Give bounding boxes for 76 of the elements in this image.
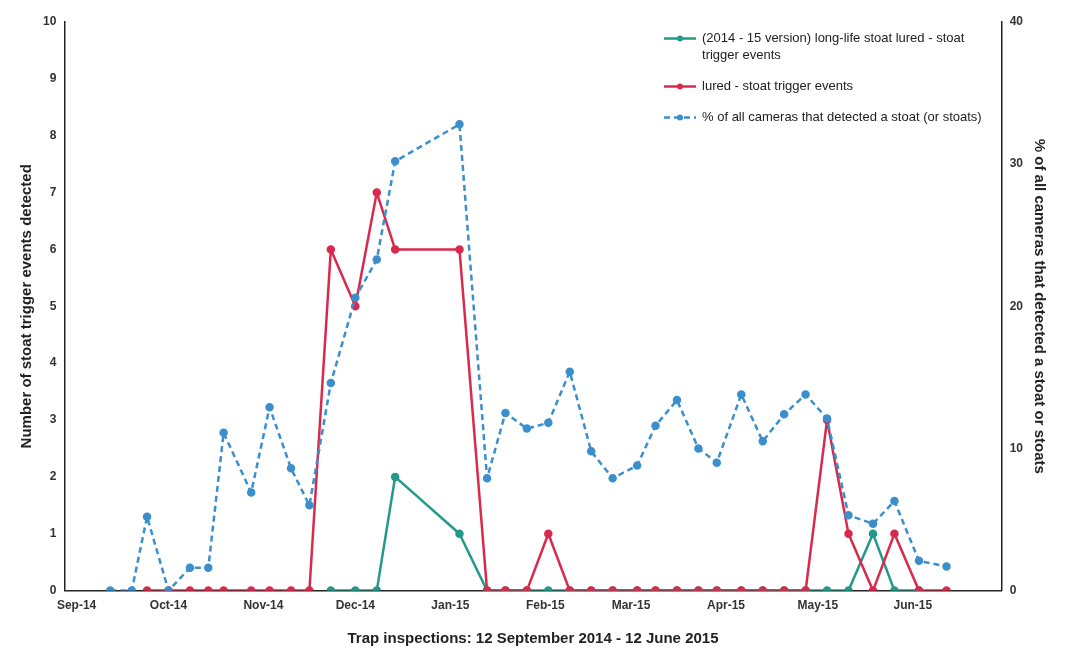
x-tick-label: Jun-15 [893, 598, 933, 613]
x-tick-label: Apr-15 [706, 598, 746, 613]
point [801, 390, 810, 399]
point [694, 444, 703, 453]
point [390, 472, 400, 482]
point [868, 519, 878, 529]
y-tick-label: 9 [49, 71, 57, 86]
point [219, 428, 228, 438]
point [286, 464, 296, 473]
point [565, 367, 575, 376]
legend-label: lured - stoat trigger events [702, 78, 854, 94]
point [372, 255, 382, 264]
x-tick-label: Nov-14 [243, 598, 284, 613]
point [608, 474, 617, 483]
y2-tick-label: 0 [1009, 582, 1017, 597]
x-tick-label: Sep-14 [56, 598, 97, 613]
point [672, 395, 682, 405]
y-tick-label: 6 [49, 241, 57, 256]
legend-label: (2014 - 15 version) long-life stoat lured - stoat trigger events [702, 30, 965, 63]
point [890, 496, 899, 506]
x-tick-label: Mar-15 [611, 598, 651, 613]
y-tick-label: 7 [49, 184, 57, 199]
point [501, 408, 510, 418]
point [305, 501, 314, 510]
point [455, 529, 464, 538]
point [737, 390, 746, 399]
point [455, 245, 464, 254]
point [265, 402, 274, 412]
point [868, 529, 878, 538]
point [522, 424, 532, 433]
y-tick-label: 10 [42, 14, 57, 29]
y2-tick-label: 20 [1009, 298, 1024, 313]
point [390, 157, 400, 166]
x-tick-label: Jan-15 [431, 598, 470, 613]
point [586, 447, 596, 456]
y-tick-label: 2 [49, 469, 57, 484]
x-tick-label: Oct-14 [149, 598, 188, 613]
point [651, 421, 660, 430]
point [204, 563, 213, 573]
y-tick-label: 4 [49, 355, 57, 370]
point [844, 529, 853, 538]
point [779, 410, 789, 419]
y2-tick-label: 40 [1009, 14, 1024, 29]
y-tick-label: 1 [49, 526, 57, 541]
legend-label: % of all cameras that detected a stoat (or stoats) [702, 109, 982, 125]
point [632, 461, 642, 470]
point [890, 529, 899, 538]
point [372, 188, 382, 197]
point [914, 556, 924, 565]
y2-tick-label: 30 [1009, 156, 1024, 171]
point [326, 378, 336, 388]
point [844, 511, 853, 520]
y-tick-label: 3 [49, 412, 57, 427]
point [390, 245, 400, 254]
x-tick-label: May-15 [797, 598, 839, 613]
y-tick-label: 8 [49, 128, 57, 143]
point [544, 418, 553, 428]
y2-axis-title: % of all cameras that detected a stoat or stoats [1031, 138, 1049, 474]
x-axis-title: Trap inspections: 12 September 2014 - 12 June 2015 [347, 629, 719, 647]
x-tick-label: Feb-15 [525, 598, 565, 613]
point [351, 293, 360, 303]
y-tick-label: 5 [49, 298, 57, 313]
y-tick-label: 0 [49, 582, 57, 597]
y2-tick-label: 10 [1009, 440, 1024, 455]
point [758, 437, 767, 446]
point [712, 458, 722, 467]
point [544, 529, 553, 538]
point [185, 563, 195, 573]
point [455, 120, 464, 129]
y-axis-title: Number of stoat trigger events detected [17, 164, 35, 449]
point [942, 562, 951, 571]
point [482, 474, 492, 483]
x-tick-label: Dec-14 [335, 598, 376, 613]
point [246, 488, 256, 497]
point [142, 512, 152, 521]
point [326, 245, 336, 254]
